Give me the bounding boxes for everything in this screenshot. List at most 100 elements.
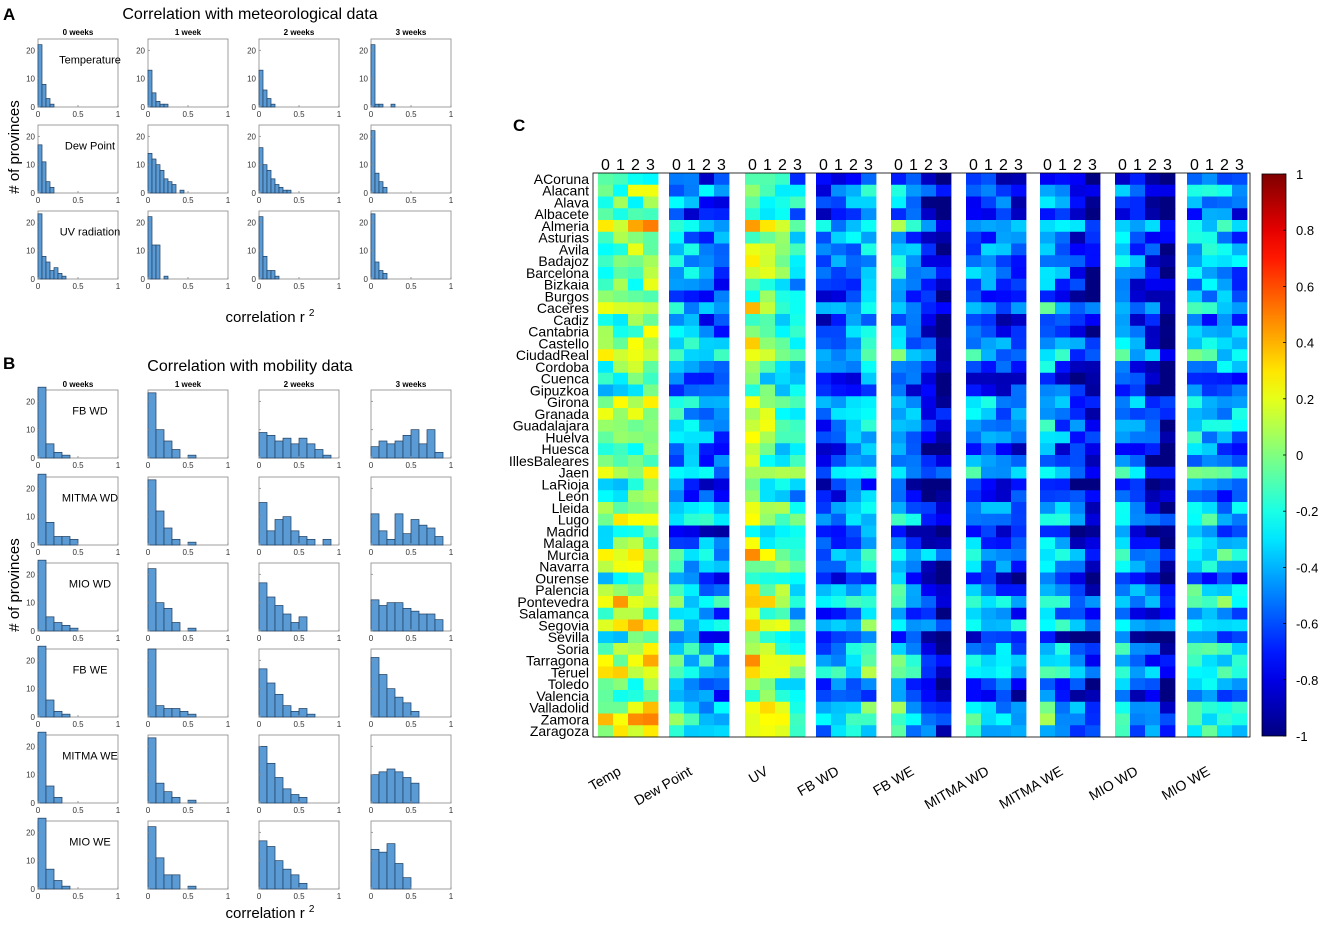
- heatmap-cell: [598, 584, 614, 597]
- province-label: Huelva: [545, 429, 589, 445]
- heatmap-cell: [1085, 478, 1101, 491]
- heatmap-cell: [816, 184, 832, 197]
- histogram-bar: [378, 851, 388, 890]
- heatmap-cell: [1011, 337, 1027, 350]
- histogram-bar: [282, 437, 292, 459]
- heatmap-cell: [1187, 537, 1203, 550]
- y-tick-label: 20: [26, 828, 35, 837]
- colorbar-tick-label: -0.6: [1296, 617, 1318, 632]
- histogram-bar: [45, 181, 51, 194]
- heatmap-cell: [790, 443, 806, 456]
- heatmap-cell: [790, 690, 806, 703]
- heatmap-cell: [846, 619, 862, 632]
- heatmap-cell: [891, 325, 907, 338]
- heatmap-cell: [1160, 431, 1176, 444]
- heatmap-cell: [669, 549, 685, 562]
- heatmap-cell: [861, 325, 877, 338]
- heatmap-cell: [1085, 713, 1101, 726]
- heatmap-cell: [891, 443, 907, 456]
- heatmap-cell: [1187, 443, 1203, 456]
- heatmap-cell: [684, 208, 700, 221]
- heatmap-cell: [996, 560, 1012, 573]
- heatmap-cell: [831, 290, 847, 303]
- heatmap-cell: [906, 255, 922, 268]
- heatmap-cell: [906, 419, 922, 432]
- y-tick-label: 0: [31, 275, 36, 284]
- heatmap-cell: [936, 502, 952, 515]
- heatmap-cell: [643, 208, 659, 221]
- heatmap-cell: [1040, 490, 1056, 503]
- heatmap-cell: [684, 713, 700, 726]
- heatmap-cell: [699, 431, 715, 444]
- province-label: Alava: [554, 194, 589, 210]
- heatmap-cell: [1070, 349, 1086, 362]
- y-tick-label: 20: [26, 46, 35, 55]
- heatmap-cell: [1217, 549, 1233, 562]
- heatmap-cell: [891, 208, 907, 221]
- heatmap-cell: [1040, 231, 1056, 244]
- heatmap-cell: [775, 525, 791, 538]
- heatmap-cell: [598, 361, 614, 374]
- y-tick-label: 0: [31, 454, 36, 463]
- heatmap-cell: [1232, 490, 1248, 503]
- heatmap-cell: [891, 631, 907, 644]
- lag-label: 3: [793, 157, 802, 174]
- heatmap-cell: [936, 678, 952, 691]
- heatmap-cell: [816, 596, 832, 609]
- heatmap-cell: [906, 643, 922, 656]
- y-tick-label: 10: [26, 771, 35, 780]
- y-tick-label: 10: [26, 599, 35, 608]
- heatmap-cell: [1202, 431, 1218, 444]
- heatmap-cell: [775, 502, 791, 515]
- heatmap-cell: [1187, 349, 1203, 362]
- histogram-bar: [37, 473, 47, 546]
- heatmap-cell: [1130, 337, 1146, 350]
- heatmap-cell: [699, 372, 715, 385]
- histogram-bar: [370, 599, 380, 632]
- heatmap-cell: [861, 267, 877, 280]
- province-label: Albacete: [535, 206, 590, 222]
- heatmap-cell: [684, 431, 700, 444]
- heatmap-cell: [613, 513, 629, 526]
- heatmap-cell: [966, 372, 982, 385]
- heatmap-cell: [1040, 419, 1056, 432]
- heatmap-cell: [981, 466, 997, 479]
- heatmap-cell: [1070, 701, 1086, 714]
- heatmap-cell: [1187, 361, 1203, 374]
- heatmap-cell: [861, 361, 877, 374]
- heatmap-cell: [613, 690, 629, 703]
- heatmap-cell: [1202, 384, 1218, 397]
- heatmap-cell: [1040, 184, 1056, 197]
- heatmap-cell: [966, 314, 982, 327]
- heatmap-cell: [1055, 431, 1071, 444]
- histogram-bar: [163, 275, 169, 280]
- heatmap-cell: [1070, 208, 1086, 221]
- heatmap-cell: [1070, 173, 1086, 186]
- heatmap-cell: [831, 419, 847, 432]
- heatmap-cell: [921, 455, 937, 468]
- heatmap-cell: [1232, 725, 1248, 738]
- heatmap-cell: [981, 231, 997, 244]
- y-tick-label: 0: [31, 627, 36, 636]
- x-tick-label: 0.5: [293, 461, 305, 470]
- histogram-bar: [278, 186, 284, 194]
- heatmap-cell: [966, 349, 982, 362]
- heatmap-cell: [861, 466, 877, 479]
- heatmap-cell: [906, 184, 922, 197]
- histogram-subplot: 0 0.5 1: [146, 648, 231, 729]
- heatmap-cell: [714, 678, 730, 691]
- lag-label: 0: [1118, 157, 1127, 174]
- heatmap-cell: [669, 572, 685, 585]
- histogram-bar: [155, 602, 165, 632]
- heatmap-cell: [1187, 243, 1203, 256]
- heatmap-cell: [699, 584, 715, 597]
- heatmap-cell: [628, 478, 644, 491]
- heatmap-cell: [1217, 196, 1233, 209]
- heatmap-cell: [1011, 678, 1027, 691]
- x-tick-label: 0: [257, 282, 262, 291]
- heatmap-cell: [1115, 196, 1131, 209]
- heatmap-cell: [816, 278, 832, 291]
- histogram-bar: [163, 874, 173, 890]
- heatmap-cell: [598, 290, 614, 303]
- heatmap-cell: [921, 302, 937, 315]
